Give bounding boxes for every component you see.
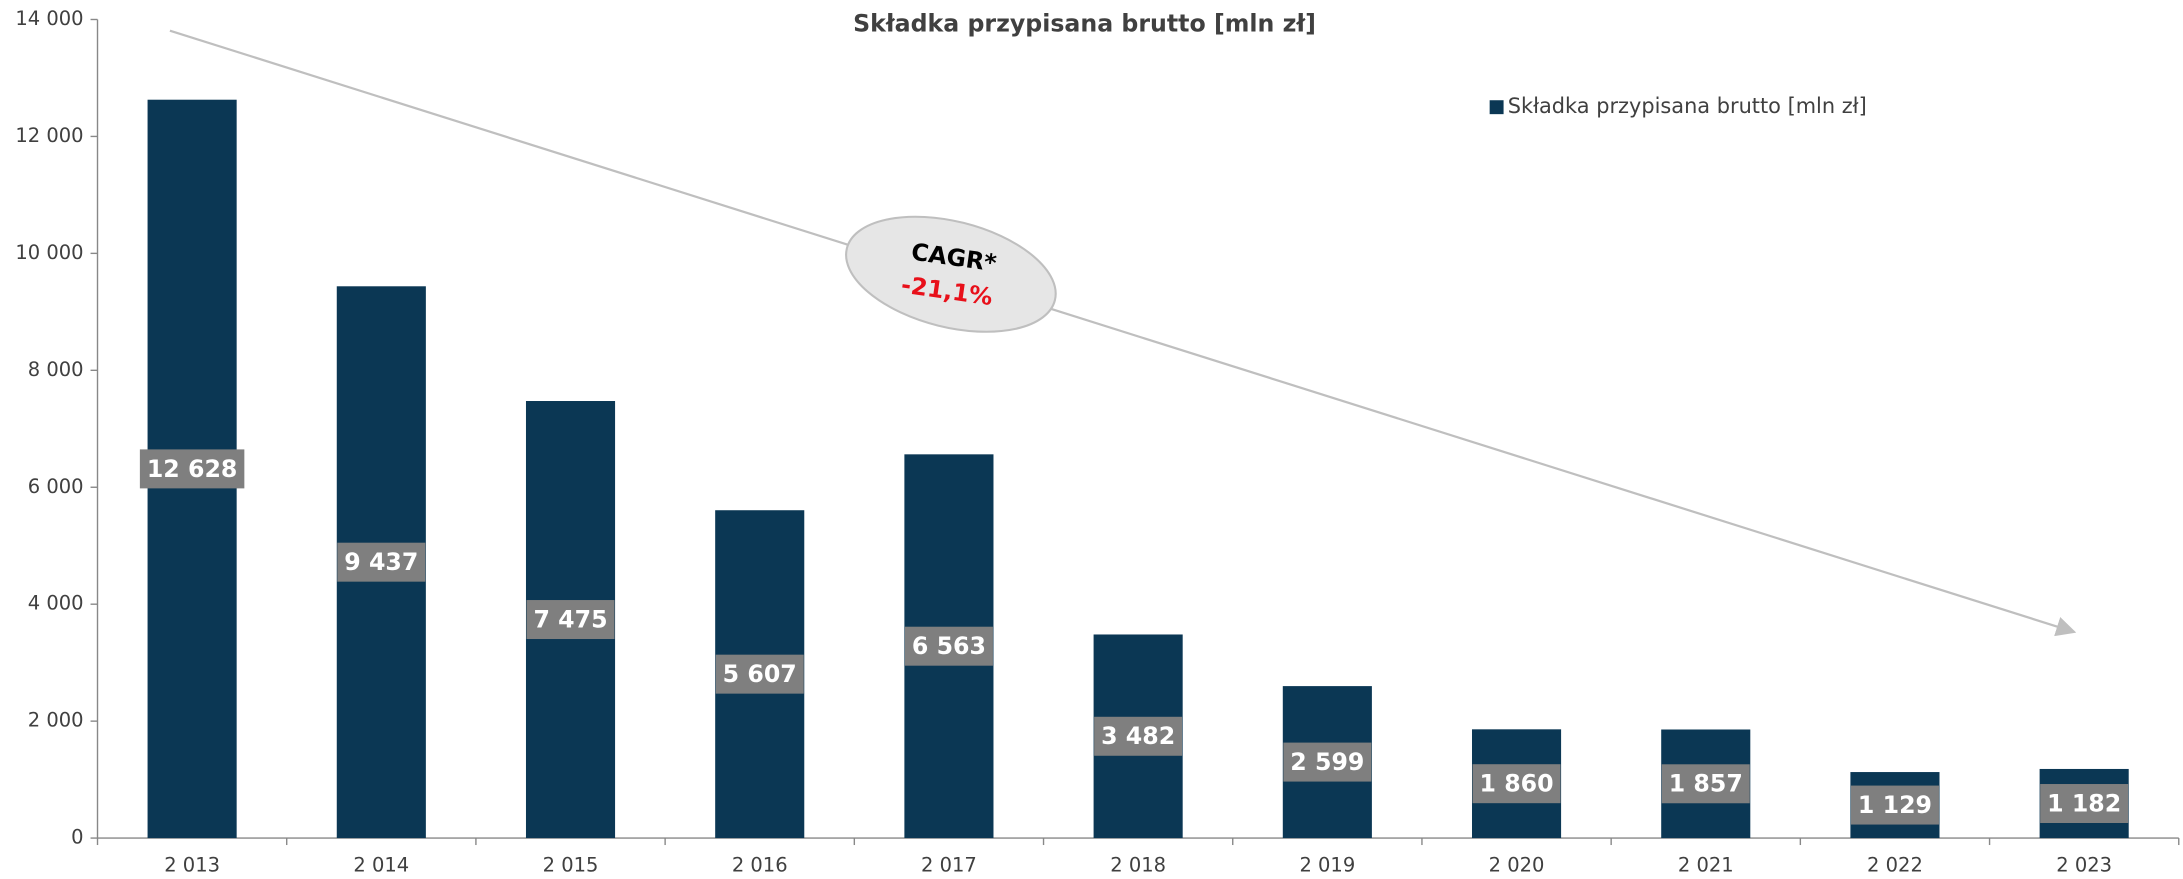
y-tick-label: 0 xyxy=(71,826,83,849)
value-label-box xyxy=(1283,742,1372,782)
value-label: 5 607 xyxy=(723,660,797,688)
x-tick-label: 2 016 xyxy=(732,853,788,876)
x-tick-label: 2 020 xyxy=(1489,853,1545,876)
value-label-box xyxy=(526,600,615,640)
value-label: 9 437 xyxy=(344,548,418,576)
chart-title: Składka przypisana brutto [mln zł] xyxy=(853,10,1316,38)
x-tick-label: 2 021 xyxy=(1678,853,1734,876)
value-label-box xyxy=(715,654,804,694)
value-label: 2 599 xyxy=(1290,748,1364,776)
legend-label: Składka przypisana brutto [mln zł] xyxy=(1508,94,1867,118)
y-tick-label: 6 000 xyxy=(28,475,84,498)
value-label: 1 860 xyxy=(1480,770,1554,798)
cagr-bubble xyxy=(845,215,1057,333)
value-label: 7 475 xyxy=(533,605,607,633)
value-label-box xyxy=(337,542,426,582)
y-tick-label: 10 000 xyxy=(15,241,83,264)
x-tick-label: 2 013 xyxy=(164,853,220,876)
value-label-box xyxy=(1661,764,1750,804)
value-label-box xyxy=(1094,716,1183,756)
y-tick-label: 8 000 xyxy=(28,358,84,381)
y-tick-label: 12 000 xyxy=(15,124,83,147)
value-label-box xyxy=(1850,785,1939,825)
value-label: 1 129 xyxy=(1858,791,1932,819)
trend-arrow xyxy=(169,29,2077,637)
value-label: 1 182 xyxy=(2047,789,2121,817)
x-tick-label: 2 017 xyxy=(921,853,977,876)
value-label-box xyxy=(1472,764,1561,804)
value-label-box xyxy=(904,626,993,666)
plot-area: 0 2 000 4 000 6 000 8 000 10 000 12 000 14 000 2… xyxy=(15,7,2180,876)
y-tick-label: 4 000 xyxy=(28,592,84,615)
value-label-box xyxy=(139,449,245,489)
x-tick-label: 2 019 xyxy=(1299,853,1355,876)
value-label-box xyxy=(2040,784,2129,824)
x-tick-label: 2 018 xyxy=(1110,853,1166,876)
value-label: 1 857 xyxy=(1669,770,1743,798)
legend-swatch xyxy=(1489,100,1504,115)
y-tick-label: 2 000 xyxy=(28,709,84,732)
x-tick-label: 2 014 xyxy=(353,853,409,876)
x-tick-label: 2 022 xyxy=(1867,853,1923,876)
x-tick-label: 2 023 xyxy=(2056,853,2112,876)
x-tick-label: 2 015 xyxy=(543,853,599,876)
value-label: 12 628 xyxy=(147,455,238,483)
value-label: 6 563 xyxy=(912,632,986,660)
y-tick-label: 14 000 xyxy=(15,7,83,30)
value-label: 3 482 xyxy=(1101,722,1175,750)
